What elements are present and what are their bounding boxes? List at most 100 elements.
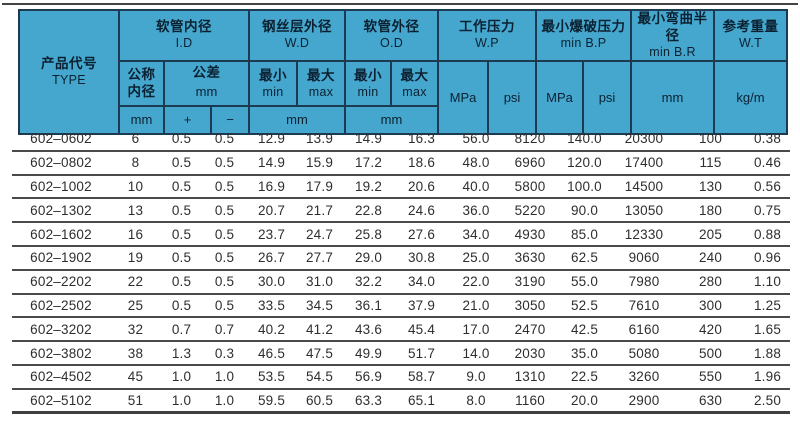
cell-wp-mpa: 56.0	[462, 131, 490, 147]
cell-wd-min: 30.0	[257, 274, 286, 290]
cell-br-mm: 240	[698, 250, 723, 266]
header-od-max-zh: 最大	[400, 67, 429, 83]
cell-tol-minus: 0.5	[214, 297, 235, 313]
cell-tol-plus: 1.0	[171, 392, 192, 408]
cell-tol-plus: 0.5	[171, 226, 192, 242]
cell-type: 602–1602	[30, 226, 92, 242]
table-row: 602–1902 19 0.5 0.5 26.7 27.7 29.0 30.8 25.0 3630…	[12, 247, 790, 271]
header-weight-en: W.T	[738, 36, 763, 51]
cell-id-nominal: 51	[127, 392, 144, 408]
cell-wt-kgm: 1.96	[753, 369, 782, 385]
cell-br-mm: 205	[698, 226, 723, 242]
cell-od-min: 32.2	[354, 274, 383, 290]
cell-bp-psi: 13050	[624, 202, 664, 218]
cell-br-mm: 300	[698, 297, 723, 313]
cell-wp-mpa: 21.0	[462, 297, 490, 313]
cell-wp-mpa: 40.0	[462, 178, 490, 194]
cell-wd-min: 12.9	[257, 131, 286, 147]
cell-wp-psi: 2470	[514, 321, 546, 337]
cell-wp-mpa: 8.0	[466, 392, 486, 408]
cell-od-min: 43.6	[354, 321, 383, 337]
header-br-mm-unit: mm	[630, 60, 716, 136]
cell-id-nominal: 22	[127, 274, 144, 290]
header-wd-min: 最小 min	[248, 60, 299, 108]
cell-type: 602–2202	[30, 274, 92, 290]
cell-wd-max: 34.5	[305, 297, 334, 313]
cell-tol-plus: 1.0	[171, 369, 192, 385]
cell-wp-mpa: 34.0	[462, 226, 490, 242]
header-product-code: 产品代号 TYPE	[18, 8, 120, 136]
cell-br-mm: 500	[698, 345, 723, 361]
cell-wt-kgm: 1.25	[753, 297, 782, 313]
header-tolerance-minus: −	[209, 105, 251, 136]
header-od-max-en: max	[402, 84, 427, 99]
header-od-min-zh: 最小	[354, 67, 383, 83]
cell-type: 602–1302	[30, 202, 92, 218]
cell-bp-mpa: 120.0	[567, 155, 602, 171]
cell-wt-kgm: 0.38	[753, 131, 782, 147]
table-row: 602–0802 8 0.5 0.5 14.9 15.9 17.2 18.6 48.0 6960 1…	[12, 152, 790, 176]
cell-wt-kgm: 1.88	[753, 345, 782, 361]
cell-type: 602–1902	[30, 250, 92, 266]
header-nominal-id-line1: 公称	[127, 67, 156, 82]
cell-id-nominal: 10	[127, 178, 144, 194]
cell-id-nominal: 25	[127, 297, 144, 313]
cell-bp-psi: 7610	[628, 297, 660, 313]
header-tolerance-zh: 公差	[192, 65, 221, 81]
header-nominal-mm-unit: mm	[118, 105, 165, 136]
cell-wt-kgm: 0.96	[753, 250, 782, 266]
cell-type: 602–0802	[30, 155, 92, 171]
cell-tol-minus: 0.5	[214, 178, 235, 194]
cell-br-mm: 100	[698, 131, 723, 147]
header-tolerance: 公差 mm	[162, 60, 251, 108]
cell-wt-kgm: 0.88	[753, 226, 782, 242]
header-tolerance-plus: +	[163, 105, 212, 136]
cell-od-max: 27.6	[407, 226, 436, 242]
cell-wp-psi: 8120	[514, 131, 546, 147]
cell-wp-psi: 5220	[514, 202, 546, 218]
cell-tol-minus: 0.7	[214, 321, 235, 337]
cell-od-min: 36.1	[354, 297, 383, 313]
cell-tol-minus: 0.5	[214, 250, 235, 266]
cell-wd-min: 33.5	[257, 297, 286, 313]
cell-bp-psi: 7980	[628, 274, 660, 290]
cell-br-mm: 630	[698, 392, 723, 408]
header-od-min: 最小 min	[344, 60, 393, 108]
cell-type: 602–3802	[30, 345, 92, 361]
cell-od-min: 25.8	[354, 226, 383, 242]
cell-tol-plus: 0.5	[171, 297, 192, 313]
cell-wp-psi: 1310	[514, 369, 546, 385]
table-row: 602–4502 45 1.0 1.0 53.5 54.5 56.9 58.7 9.0 1310 2…	[12, 366, 790, 390]
cell-wd-max: 31.0	[305, 274, 334, 290]
header-inner-diameter-zh: 软管内径	[156, 19, 212, 35]
cell-wd-min: 40.2	[257, 321, 286, 337]
header-wt-kgm-unit: kg/m	[713, 60, 789, 136]
cell-bp-psi: 20300	[624, 131, 664, 147]
header-wire-diameter-zh: 钢丝层外径	[262, 19, 333, 35]
table-row: 602–0602 6 0.5 0.5 12.9 13.9 14.9 16.3 56.0 8120 1…	[12, 128, 790, 152]
cell-tol-minus: 0.5	[214, 202, 235, 218]
cell-wt-kgm: 0.75	[753, 202, 782, 218]
cell-wd-min: 53.5	[257, 369, 286, 385]
cell-type: 602–2502	[30, 297, 92, 313]
cell-wd-min: 26.7	[257, 250, 286, 266]
cell-wt-kgm: 1.65	[753, 321, 782, 337]
cell-wd-max: 60.5	[305, 392, 334, 408]
cell-wd-max: 21.7	[305, 202, 334, 218]
cell-od-min: 29.0	[354, 250, 383, 266]
header-outer-diameter-zh: 软管外径	[363, 19, 420, 35]
top-divider	[2, 3, 798, 5]
cell-wp-mpa: 9.0	[466, 369, 486, 385]
cell-wd-min: 59.5	[257, 392, 286, 408]
header-wd-max: 最大 max	[296, 60, 347, 108]
header-product-code-en: TYPE	[52, 72, 86, 87]
cell-bp-mpa: 55.0	[570, 274, 599, 290]
cell-od-min: 56.9	[354, 369, 383, 385]
cell-wt-kgm: 2.50	[753, 392, 782, 408]
cell-bp-psi: 17400	[624, 155, 664, 171]
cell-wp-mpa: 25.0	[462, 250, 490, 266]
cell-wd-max: 15.9	[305, 155, 334, 171]
cell-tol-minus: 1.0	[214, 392, 235, 408]
cell-wp-psi: 5800	[514, 178, 546, 194]
